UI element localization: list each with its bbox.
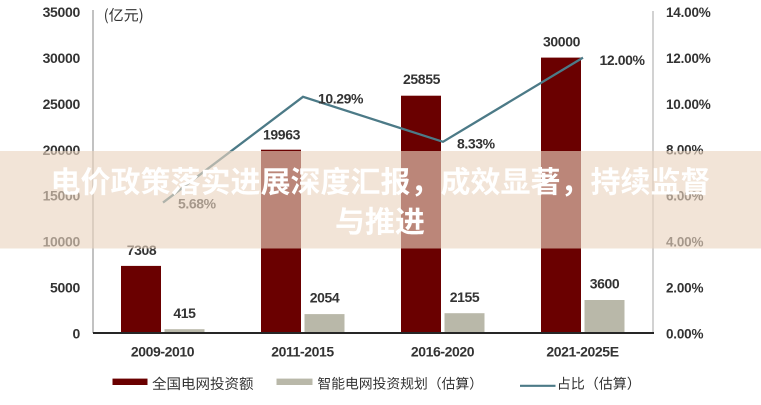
svg-text:0.00%: 0.00% bbox=[666, 326, 703, 341]
svg-text:10.29%: 10.29% bbox=[318, 90, 364, 106]
svg-text:14.00%: 14.00% bbox=[666, 5, 711, 20]
svg-text:2011-2015: 2011-2015 bbox=[271, 344, 334, 360]
svg-text:25000: 25000 bbox=[43, 96, 81, 112]
svg-text:12.00%: 12.00% bbox=[600, 52, 646, 68]
svg-text:2021-2025E: 2021-2025E bbox=[546, 344, 618, 360]
svg-text:35000: 35000 bbox=[43, 4, 81, 20]
svg-text:25855: 25855 bbox=[403, 71, 441, 87]
svg-text:2016-2020: 2016-2020 bbox=[411, 344, 475, 360]
svg-text:10.00%: 10.00% bbox=[666, 97, 711, 112]
svg-text:2.00%: 2.00% bbox=[666, 280, 703, 295]
svg-text:2009-2010: 2009-2010 bbox=[131, 344, 195, 360]
svg-text:30000: 30000 bbox=[543, 34, 581, 50]
svg-text:2155: 2155 bbox=[450, 289, 480, 305]
svg-text:0: 0 bbox=[73, 325, 81, 341]
svg-text:2054: 2054 bbox=[310, 290, 340, 306]
svg-text:19963: 19963 bbox=[263, 127, 301, 143]
svg-text:3600: 3600 bbox=[590, 276, 620, 292]
svg-text:5000: 5000 bbox=[50, 280, 80, 296]
svg-text:415: 415 bbox=[173, 305, 196, 321]
svg-text:30000: 30000 bbox=[43, 50, 81, 66]
svg-text:8.33%: 8.33% bbox=[457, 136, 496, 152]
svg-text:12.00%: 12.00% bbox=[666, 51, 711, 66]
